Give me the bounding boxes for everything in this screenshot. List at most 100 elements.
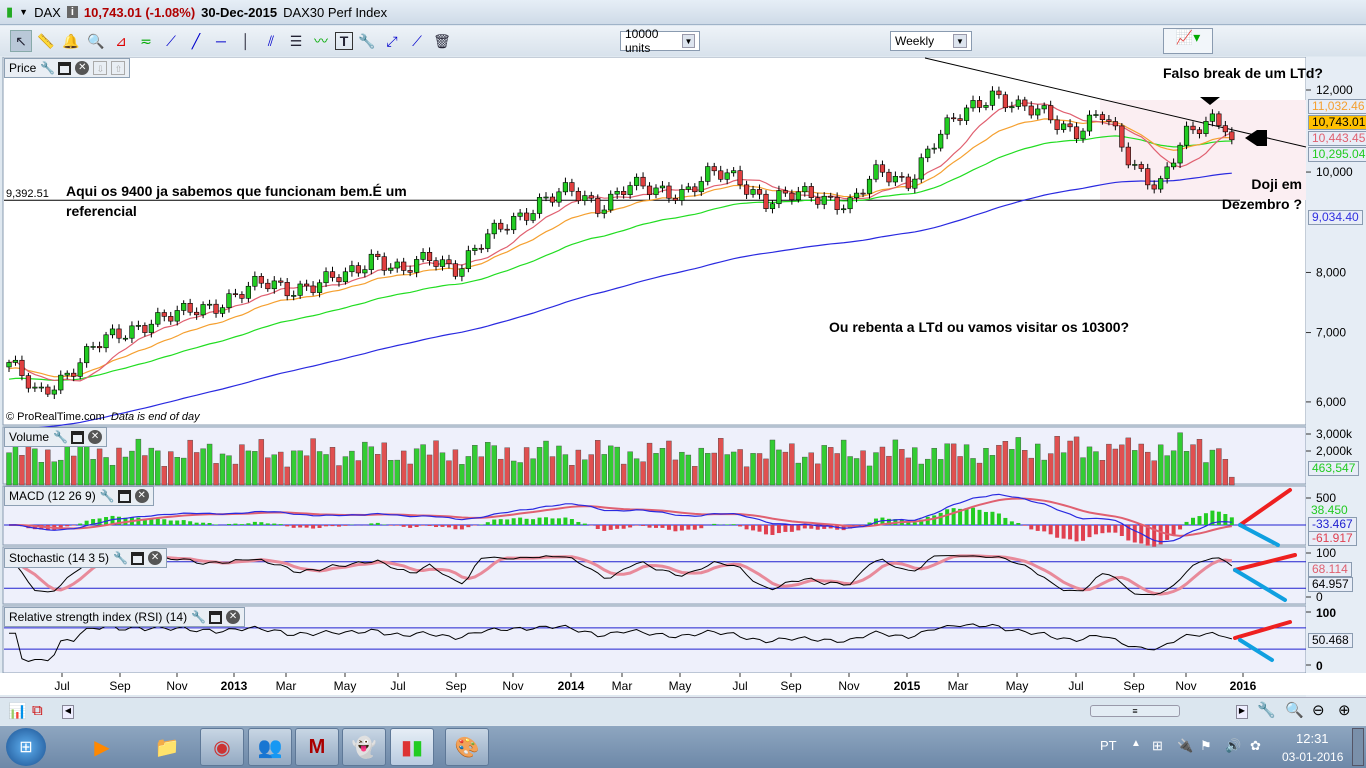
zoom-out-icon[interactable]: ⊖ bbox=[1312, 702, 1325, 719]
arrow-icon[interactable]: ⤢ bbox=[386, 32, 398, 49]
wrench-icon[interactable]: 🔧 bbox=[191, 610, 207, 624]
wrench-icon[interactable]: 🔧 bbox=[53, 430, 68, 444]
window-icon[interactable] bbox=[209, 610, 223, 624]
wrench-icon[interactable]: 🔧 bbox=[99, 489, 115, 503]
candlestick-icon[interactable]: ▮ bbox=[6, 4, 14, 19]
channel-pattern-icon[interactable]: ≂ bbox=[140, 32, 152, 49]
candle bbox=[951, 117, 957, 120]
info-icon[interactable]: i bbox=[66, 6, 78, 18]
macd-histogram-bar bbox=[822, 525, 827, 529]
auto-zoom-icon[interactable]: 🔍 bbox=[1285, 702, 1304, 719]
candle bbox=[426, 252, 433, 262]
parallel-lines-icon[interactable]: ⫽ bbox=[267, 32, 275, 49]
clock-date[interactable]: 03-01-2016 bbox=[1282, 750, 1344, 764]
taskbar-chrome[interactable]: ◉ bbox=[200, 728, 244, 766]
instrument-name: DAX30 Perf Index bbox=[283, 4, 388, 20]
chart-type-icon[interactable]: ⧉ bbox=[32, 702, 43, 719]
segment-icon[interactable]: ⟋ bbox=[166, 32, 176, 49]
window-icon[interactable] bbox=[131, 551, 145, 565]
candle bbox=[879, 164, 886, 173]
macd-histogram-bar bbox=[317, 525, 322, 528]
trash-icon[interactable]: 🗑 bbox=[433, 32, 451, 49]
network-icon[interactable]: ✿ bbox=[1250, 738, 1261, 753]
taskbar-ghost-app[interactable]: 👻 bbox=[342, 728, 386, 766]
hand-drawn-arrow-left bbox=[1245, 130, 1267, 146]
power-icon[interactable]: 🔌 bbox=[1177, 738, 1194, 753]
candle bbox=[291, 295, 297, 297]
chart-settings-icon[interactable]: 🔧 bbox=[1257, 702, 1276, 719]
chart-refresh-icon[interactable]: 📊 bbox=[8, 703, 27, 720]
zoom-magnifier-icon[interactable]: 🔍 bbox=[87, 32, 105, 49]
macd-histogram-bar bbox=[395, 525, 400, 526]
window-icon[interactable] bbox=[117, 489, 131, 503]
macd-histogram-bar bbox=[201, 522, 206, 525]
horizontal-line-icon[interactable]: ─ bbox=[216, 33, 226, 49]
symbol-label[interactable]: DAX bbox=[34, 4, 61, 20]
line-icon[interactable]: ╱ bbox=[191, 32, 201, 49]
close-icon[interactable]: ✕ bbox=[134, 489, 149, 503]
taskbar-file-explorer[interactable]: 📁 bbox=[154, 736, 180, 759]
period-select[interactable]: Weekly ▼ bbox=[890, 31, 972, 51]
zoom-in-icon[interactable]: ⊕ bbox=[1338, 702, 1351, 719]
scroll-left-button[interactable]: ◀ bbox=[62, 705, 74, 719]
units-select[interactable]: 10000 units ▼ bbox=[620, 27, 700, 55]
macd-histogram-bar bbox=[815, 525, 820, 530]
wrench-icon[interactable]: 🔧 bbox=[113, 551, 129, 565]
taskbar-mcafee[interactable]: M bbox=[295, 728, 339, 766]
start-button[interactable]: ⊞ bbox=[6, 728, 46, 766]
regression-channel-icon[interactable]: 〰 bbox=[314, 33, 328, 49]
close-icon[interactable]: ✕ bbox=[75, 61, 90, 75]
close-icon[interactable]: ✕ bbox=[148, 551, 163, 565]
close-icon[interactable]: ✕ bbox=[226, 610, 241, 624]
candle bbox=[206, 303, 213, 306]
vertical-line-icon[interactable]: │ bbox=[241, 33, 251, 49]
macd-histogram-bar bbox=[608, 525, 613, 530]
fibonacci-icon[interactable]: ☰ bbox=[289, 32, 303, 49]
language-indicator[interactable]: PT bbox=[1100, 738, 1117, 753]
properties-tools-icon[interactable]: 🔧 bbox=[358, 32, 376, 49]
wrench-icon[interactable]: 🔧 bbox=[40, 61, 56, 75]
candle bbox=[304, 283, 310, 287]
chart-area[interactable]: 12,000 10,000 8,000 7,000 6,000 3,000k 2,000k 5… bbox=[0, 57, 1366, 697]
close-icon[interactable]: ✕ bbox=[88, 430, 103, 444]
macd-histogram-bar bbox=[1184, 521, 1189, 525]
price-tag-ma-orange: 11,032.46 bbox=[1308, 99, 1366, 114]
show-hidden-icons[interactable]: ▲ bbox=[1131, 738, 1141, 749]
stochastic-tick-label: 0 bbox=[1316, 590, 1323, 604]
taskbar-messenger[interactable]: 👥 bbox=[248, 728, 292, 766]
ruler-icon[interactable]: 📏 bbox=[37, 32, 55, 49]
candle bbox=[381, 256, 387, 271]
macd-histogram-bar bbox=[58, 525, 63, 528]
clock-time[interactable]: 12:31 bbox=[1296, 731, 1329, 746]
volume-bar bbox=[1041, 459, 1047, 486]
window-icon[interactable] bbox=[71, 430, 85, 444]
text-icon[interactable]: T bbox=[335, 32, 353, 50]
candle bbox=[84, 346, 90, 364]
scrollbar-thumb[interactable]: ≡ bbox=[1090, 705, 1180, 717]
macd-histogram-bar bbox=[977, 509, 982, 525]
macd-histogram-bar bbox=[459, 525, 464, 530]
volume-icon[interactable]: 🔊 bbox=[1225, 738, 1242, 753]
dropdown-arrow-icon[interactable]: ▼ bbox=[19, 7, 29, 17]
volume-bar bbox=[258, 439, 265, 486]
volume-bar bbox=[135, 438, 142, 486]
action-center-flag-icon[interactable]: ⚑ bbox=[1200, 738, 1212, 753]
volume-bar bbox=[653, 453, 659, 486]
half-line-icon[interactable]: ⟋ bbox=[412, 32, 422, 49]
window-icon[interactable] bbox=[58, 61, 72, 75]
candle bbox=[129, 325, 135, 339]
pointer-icon[interactable]: ↖ bbox=[10, 30, 32, 52]
indicators-button[interactable]: 📈▾ bbox=[1163, 28, 1213, 54]
alarm-bell-icon[interactable]: 🔔 bbox=[62, 32, 80, 49]
windows-flag-icon[interactable]: ⊞ bbox=[1152, 738, 1163, 753]
taskbar-media-player[interactable]: ▶ bbox=[94, 736, 110, 759]
candle bbox=[789, 192, 795, 201]
scroll-right-button[interactable]: ▶ bbox=[1236, 705, 1248, 719]
triangle-pattern-icon[interactable]: ⊿ bbox=[115, 32, 127, 49]
candle bbox=[375, 253, 381, 257]
show-desktop-button[interactable] bbox=[1352, 728, 1364, 766]
taskbar-paint[interactable]: 🎨 bbox=[445, 728, 489, 766]
macd-histogram-bar bbox=[1158, 525, 1163, 545]
candle bbox=[1229, 131, 1235, 141]
taskbar-prorealtime[interactable]: ▮ ▮ bbox=[390, 728, 434, 766]
